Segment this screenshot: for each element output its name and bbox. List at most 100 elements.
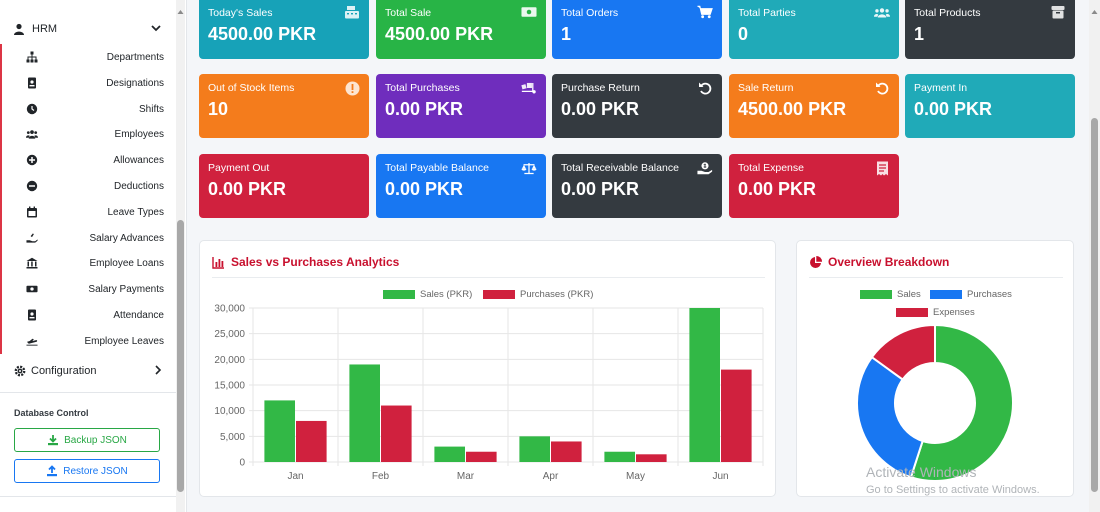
stat-card-value: 0.00 PKR — [385, 99, 464, 119]
stat-card-payment-out[interactable]: Payment Out 0.00 PKR — [199, 154, 369, 218]
chart-pie-icon — [809, 255, 822, 269]
legend-item-sales[interactable]: Sales (PKR) — [383, 289, 472, 300]
gear-icon — [14, 365, 26, 377]
stat-card-total-purchases[interactable]: Total Purchases 0.00 PKR — [376, 74, 546, 138]
stat-card-total-orders[interactable]: Total Orders 1 — [552, 0, 722, 59]
sidebar-item-attendance[interactable]: Attendance — [2, 302, 176, 328]
legend-item-expenses[interactable]: Expenses — [896, 307, 975, 318]
exclamation-icon — [344, 81, 360, 95]
legend-item-purchases[interactable]: Purchases — [930, 289, 1012, 300]
scroll-up-arrow-icon[interactable] — [177, 2, 184, 14]
stat-card-total-expense[interactable]: Total Expense 0.00 PKR — [729, 154, 899, 218]
stat-card-value: 0 — [738, 24, 749, 44]
undo-icon — [697, 81, 713, 95]
main-scroll-thumb[interactable] — [1091, 118, 1098, 492]
sidebar-item-label: Employee Leaves — [84, 335, 165, 347]
stat-card-today-s-sales[interactable]: Today's Sales 4500.00 PKR — [199, 0, 369, 59]
overview-donut-chart — [856, 323, 1014, 482]
chevron-right-icon — [152, 364, 164, 376]
stat-card-value: 10 — [208, 99, 229, 119]
sidebar-item-designations[interactable]: Designations — [2, 70, 176, 96]
stat-card-total-parties[interactable]: Total Parties 0 — [729, 0, 899, 59]
stat-card-total-receivable-balance[interactable]: Total Receivable Balance 0.00 PKR — [552, 154, 722, 218]
stat-card-value: 4500.00 PKR — [208, 24, 317, 44]
sidebar-item-leave-types[interactable]: Leave Types — [2, 199, 176, 225]
bar-purchases-feb — [381, 405, 412, 462]
bar-sales-jun — [689, 308, 720, 462]
bar-purchases-jun — [721, 369, 752, 462]
bank-icon — [26, 257, 38, 269]
chart-bar-icon — [212, 256, 225, 269]
stat-card-value: 0.00 PKR — [738, 179, 817, 199]
chevron-down-icon — [150, 22, 164, 36]
stat-card-title: Total Expense — [738, 162, 804, 174]
restore-json-label: Restore JSON — [63, 465, 128, 477]
stat-card-purchase-return[interactable]: Purchase Return 0.00 PKR — [552, 74, 722, 138]
minus-circle-icon — [26, 180, 38, 192]
sidebar-item-label: Allowances — [113, 155, 164, 167]
sidebar-scrollbar[interactable] — [176, 0, 185, 512]
cart-icon — [697, 5, 713, 19]
stat-card-total-payable-balance[interactable]: Total Payable Balance 0.00 PKR — [376, 154, 546, 218]
bar-sales-mar — [434, 446, 465, 462]
legend-item-purchases[interactable]: Purchases (PKR) — [483, 289, 593, 300]
donut-slice-purchases — [856, 355, 924, 479]
clock-icon — [26, 103, 38, 115]
stat-card-sale-return[interactable]: Sale Return 4500.00 PKR — [729, 74, 899, 138]
sidebar-item-employee-loans[interactable]: Employee Loans — [2, 250, 176, 276]
stat-card-title: Payment In — [914, 82, 968, 94]
main-scrollbar[interactable] — [1089, 0, 1100, 512]
legend-label: Purchases — [967, 289, 1012, 300]
sidebar-item-departments[interactable]: Departments — [2, 44, 176, 70]
stat-card-total-sale[interactable]: Total Sale 4500.00 PKR — [376, 0, 546, 59]
upload-icon — [46, 465, 58, 477]
sidebar-item-shifts[interactable]: Shifts — [2, 96, 176, 122]
truck-loading-icon — [521, 81, 537, 95]
configuration-label: Configuration — [31, 365, 97, 377]
bar-sales-feb — [349, 364, 380, 462]
backup-json-button[interactable]: Backup JSON — [14, 428, 160, 452]
legend-item-sales[interactable]: Sales — [860, 289, 921, 300]
overview-panel: Overview Breakdown Sales Purchases Expense… — [796, 240, 1074, 497]
money-bill-icon — [26, 283, 38, 295]
bar-purchases-jan — [296, 420, 327, 462]
sidebar-item-employee-leaves[interactable]: Employee Leaves — [2, 328, 176, 354]
sidebar-item-employees[interactable]: Employees — [2, 121, 176, 147]
sidebar-item-salary-payments[interactable]: Salary Payments — [2, 276, 176, 302]
activate-windows-subtitle: Go to Settings to activate Windows. — [866, 484, 1040, 496]
stat-card-value: 4500.00 PKR — [738, 99, 847, 119]
restore-json-button[interactable]: Restore JSON — [14, 459, 160, 483]
user-tie-icon — [12, 22, 26, 36]
stat-card-out-of-stock-items[interactable]: Out of Stock Items 10 — [199, 74, 369, 138]
hand-holding-icon — [26, 232, 38, 244]
bar-purchases-apr — [551, 441, 582, 462]
stat-card-total-products[interactable]: Total Products 1 — [905, 0, 1075, 59]
scroll-up-arrow-icon[interactable] — [1091, 2, 1098, 14]
stat-card-payment-in[interactable]: Payment In 0.00 PKR — [905, 74, 1075, 138]
database-control-title: Database Control — [14, 408, 89, 418]
x-tick-label: Mar — [457, 471, 475, 482]
sidebar-item-allowances[interactable]: Allowances — [2, 147, 176, 173]
x-tick-label: Jun — [712, 471, 728, 482]
stat-card-value: 1 — [561, 24, 572, 44]
divider — [212, 277, 765, 278]
legend-swatch — [860, 290, 892, 299]
activate-windows-title: Activate Windows — [866, 464, 977, 480]
legend-label: Expenses — [933, 307, 975, 318]
stat-card-title: Total Orders — [561, 7, 619, 19]
box-icon — [1050, 5, 1066, 19]
undo-icon — [874, 81, 890, 95]
legend-swatch — [930, 290, 962, 299]
sidebar-scroll-thumb[interactable] — [177, 220, 184, 492]
y-tick-label: 20,000 — [214, 355, 245, 366]
id-card-icon — [26, 309, 38, 321]
cash-register-icon — [344, 5, 360, 19]
backup-json-label: Backup JSON — [64, 434, 127, 446]
configuration-menu[interactable]: Configuration — [0, 358, 176, 384]
legend-label: Sales (PKR) — [420, 289, 473, 300]
sidebar-item-salary-advances[interactable]: Salary Advances — [2, 225, 176, 251]
balance-scale-icon — [521, 161, 537, 175]
sidebar-item-deductions[interactable]: Deductions — [2, 173, 176, 199]
hrm-menu-toggle[interactable]: HRM — [0, 14, 176, 44]
sidebar-item-label: Leave Types — [107, 206, 164, 218]
